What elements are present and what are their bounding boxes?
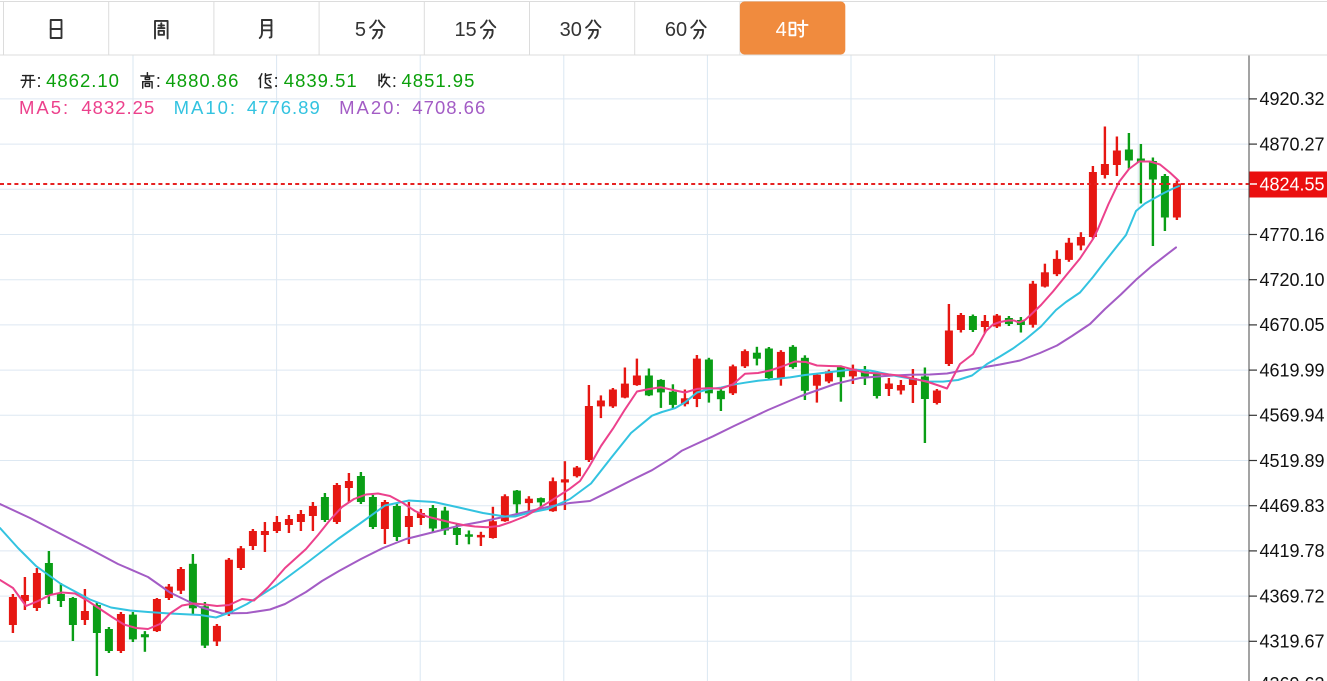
svg-text:5: 5 (355, 19, 366, 41)
svg-text:4839.51: 4839.51 (284, 70, 358, 91)
svg-text:MA20:: MA20: (339, 97, 402, 118)
svg-text:4832.25: 4832.25 (81, 97, 155, 118)
svg-text:4319.67: 4319.67 (1260, 632, 1325, 652)
svg-text:4862.10: 4862.10 (46, 70, 120, 91)
svg-text:4469.83: 4469.83 (1260, 496, 1325, 516)
svg-text:30: 30 (560, 19, 582, 41)
svg-text::: : (37, 71, 42, 91)
svg-text:MA10:: MA10: (174, 97, 237, 118)
svg-text:MA5:: MA5: (19, 97, 70, 118)
svg-text:4369.72: 4369.72 (1260, 586, 1325, 606)
svg-text:4569.94: 4569.94 (1260, 406, 1325, 426)
svg-text:4851.95: 4851.95 (402, 70, 476, 91)
svg-text:15: 15 (454, 19, 476, 41)
svg-text:4708.66: 4708.66 (412, 97, 486, 118)
svg-text:4419.78: 4419.78 (1260, 541, 1325, 561)
svg-text:4519.89: 4519.89 (1260, 451, 1325, 471)
svg-text:4880.86: 4880.86 (166, 70, 240, 91)
svg-text:4824.55: 4824.55 (1260, 174, 1325, 194)
svg-text:4720.10: 4720.10 (1260, 270, 1325, 290)
svg-text:4776.89: 4776.89 (247, 97, 321, 118)
svg-text:4920.32: 4920.32 (1260, 89, 1325, 109)
svg-text::: : (274, 71, 279, 91)
svg-text:4269.62: 4269.62 (1260, 674, 1325, 681)
svg-text:4770.16: 4770.16 (1260, 225, 1325, 245)
svg-text:4: 4 (776, 19, 787, 41)
svg-text:4870.27: 4870.27 (1260, 134, 1325, 154)
svg-text::: : (392, 71, 397, 91)
svg-text:4670.05: 4670.05 (1260, 315, 1325, 335)
svg-text::: : (156, 71, 161, 91)
svg-text:4619.99: 4619.99 (1260, 360, 1325, 380)
svg-text:60: 60 (665, 19, 687, 41)
